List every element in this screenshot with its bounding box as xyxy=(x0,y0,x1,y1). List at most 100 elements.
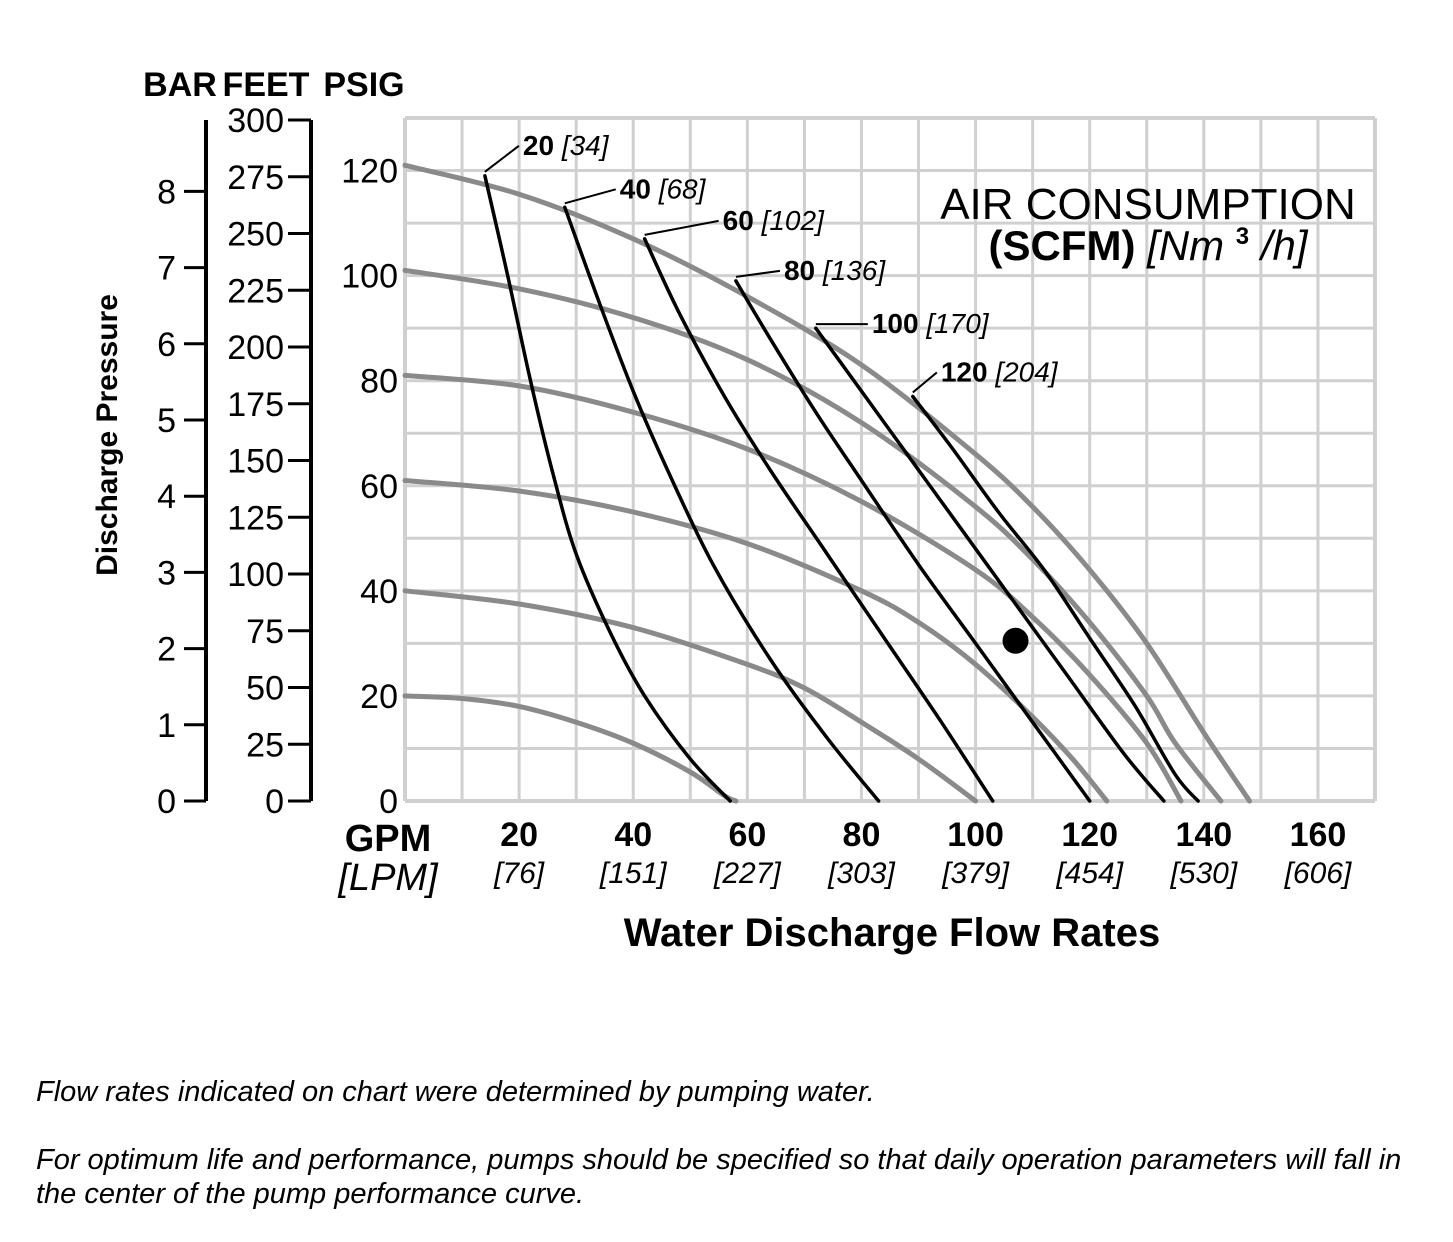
feet-tick-label: 300 xyxy=(227,102,284,140)
x-unit-gpm: GPM xyxy=(345,818,432,860)
footnote-optimum-life: For optimum life and performance, pumps … xyxy=(36,1144,1402,1210)
air-label-scfm: 40 xyxy=(620,173,659,204)
x-tick-lpm: [227] xyxy=(713,857,781,890)
pressure-curve-120-psig xyxy=(402,162,1252,804)
psig-tick-label: 0 xyxy=(379,783,398,821)
legend-title-line1: AIR CONSUMPTION xyxy=(940,180,1356,229)
x-tick-lpm: [76] xyxy=(493,857,545,890)
air-curve-label: 60 [102] xyxy=(723,205,825,236)
legend-unit-nm-suffix: /h] xyxy=(1258,222,1309,269)
air-label-leader xyxy=(484,144,520,173)
psig-tick-label: 120 xyxy=(341,153,398,191)
air-label-nm3h: [204] xyxy=(994,356,1058,387)
air-consumption-curves xyxy=(483,174,1200,803)
feet-axis-title: FEET xyxy=(223,66,310,104)
feet-tick-label: 0 xyxy=(265,783,284,821)
pressure-curve-60-psig xyxy=(402,478,1110,804)
pump-performance-chart: BAR FEET PSIG Discharge Pressure 0 1 2 3 4 5 6… xyxy=(91,66,1377,955)
feet-tick-label: 100 xyxy=(227,556,284,594)
x-tick-lpm: [303] xyxy=(827,857,895,890)
x-tick-lpm: [606] xyxy=(1284,857,1352,890)
air-label-leader xyxy=(564,188,617,205)
feet-tick-label: 150 xyxy=(227,443,284,481)
feet-tick-label: 175 xyxy=(227,386,284,424)
air-curve-label: 40 [68] xyxy=(620,173,707,204)
psig-tick-label: 40 xyxy=(360,573,398,611)
air-label-leader xyxy=(735,269,781,278)
feet-tick-label: 275 xyxy=(227,159,284,197)
air-curve-40-scfm xyxy=(563,205,881,803)
x-axis-label: Water Discharge Flow Rates xyxy=(624,911,1160,955)
air-label-nm3h: [170] xyxy=(925,308,989,339)
x-tick-gpm: 100 xyxy=(947,816,1004,854)
air-curve-120-scfm xyxy=(911,394,1200,803)
feet-tick-label: 25 xyxy=(246,726,284,764)
legend-unit-scfm: (SCFM) xyxy=(988,222,1135,269)
air-label-nm3h: [34] xyxy=(561,130,610,161)
psig-ticks: 0 20 40 60 80 100 120 xyxy=(341,153,398,821)
bar-tick-label: 4 xyxy=(157,478,176,516)
air-label-scfm: 60 xyxy=(723,205,762,236)
bar-tick-label: 2 xyxy=(157,631,176,669)
air-curve-80-scfm xyxy=(734,279,1092,803)
psig-axis-title: PSIG xyxy=(323,66,404,104)
air-label-scfm: 120 xyxy=(941,356,996,387)
air-curve-label: 120 [204] xyxy=(941,356,1059,387)
feet-tick-label: 225 xyxy=(227,272,284,310)
feet-tick-label: 200 xyxy=(227,329,284,367)
air-label-leader xyxy=(644,219,719,236)
plot-grid xyxy=(403,116,1377,803)
air-label-scfm: 80 xyxy=(784,255,823,286)
x-tick-lpm: [379] xyxy=(941,857,1009,890)
psig-tick-label: 80 xyxy=(360,363,398,401)
pressure-curves xyxy=(402,162,1252,804)
air-label-nm3h: [68] xyxy=(658,173,707,204)
x-unit-lpm: [LPM] xyxy=(337,857,439,899)
psig-tick-label: 20 xyxy=(360,678,398,716)
air-curve-label: 80 [136] xyxy=(784,255,886,286)
x-tick-gpm: 120 xyxy=(1061,816,1118,854)
x-tick-lpm: [151] xyxy=(599,857,667,890)
x-tick-lpm: [530] xyxy=(1169,857,1237,890)
psig-tick-label: 60 xyxy=(360,468,398,506)
air-label-leader xyxy=(912,371,938,394)
air-curve-60-scfm xyxy=(642,237,995,803)
psig-tick-label: 100 xyxy=(341,258,398,296)
legend-title-line2: (SCFM) [Nm 3 /h] xyxy=(988,206,1308,269)
air-curve-100-scfm xyxy=(814,326,1166,803)
x-tick-gpm: 140 xyxy=(1175,816,1232,854)
bar-axis-title: BAR xyxy=(143,66,217,104)
operating-point-dot xyxy=(1002,627,1029,654)
feet-tick-label: 125 xyxy=(227,499,284,537)
air-label-scfm: 20 xyxy=(523,130,562,161)
air-label-nm3h: [136] xyxy=(822,255,886,286)
bar-ticks: 0 1 2 3 4 5 6 7 8 xyxy=(157,173,206,821)
bar-tick-label: 3 xyxy=(157,554,176,592)
x-tick-gpm: 80 xyxy=(843,816,881,854)
legend-unit-nm-prefix: [Nm xyxy=(1146,222,1224,269)
bar-tick-label: 8 xyxy=(157,173,176,211)
feet-tick-label: 250 xyxy=(227,216,284,254)
operating-point-marker xyxy=(1002,627,1029,654)
bar-tick-label: 1 xyxy=(157,707,176,745)
bar-tick-label: 6 xyxy=(157,326,176,364)
bar-tick-label: 0 xyxy=(157,783,176,821)
feet-ticks: 0 25 50 75 100 125 150 175 200 225 250 275 300 xyxy=(227,102,311,821)
footnote-flow-rates: Flow rates indicated on chart were deter… xyxy=(36,1076,875,1108)
pressure-axis-label: Discharge Pressure xyxy=(91,294,124,576)
air-curve-label: 20 [34] xyxy=(523,130,610,161)
x-tick-gpm: 40 xyxy=(614,816,652,854)
x-tick-lpm: [454] xyxy=(1055,857,1123,890)
legend-unit-sup: 3 xyxy=(1236,223,1249,250)
x-tick-gpm: 60 xyxy=(728,816,766,854)
pressure-curve-100-psig xyxy=(402,267,1224,804)
air-label-scfm: 100 xyxy=(872,308,927,339)
air-label-nm3h: [102] xyxy=(761,205,825,236)
x-tick-gpm: 20 xyxy=(500,816,538,854)
feet-tick-label: 75 xyxy=(246,613,284,651)
feet-tick-label: 50 xyxy=(246,670,284,708)
bar-tick-label: 7 xyxy=(157,250,176,288)
air-consumption-labels: 20 [34]40 [68]60 [102]80 [136]100 [170]1… xyxy=(484,130,1059,394)
air-curve-label: 100 [170] xyxy=(872,308,990,339)
bar-tick-label: 5 xyxy=(157,402,176,440)
